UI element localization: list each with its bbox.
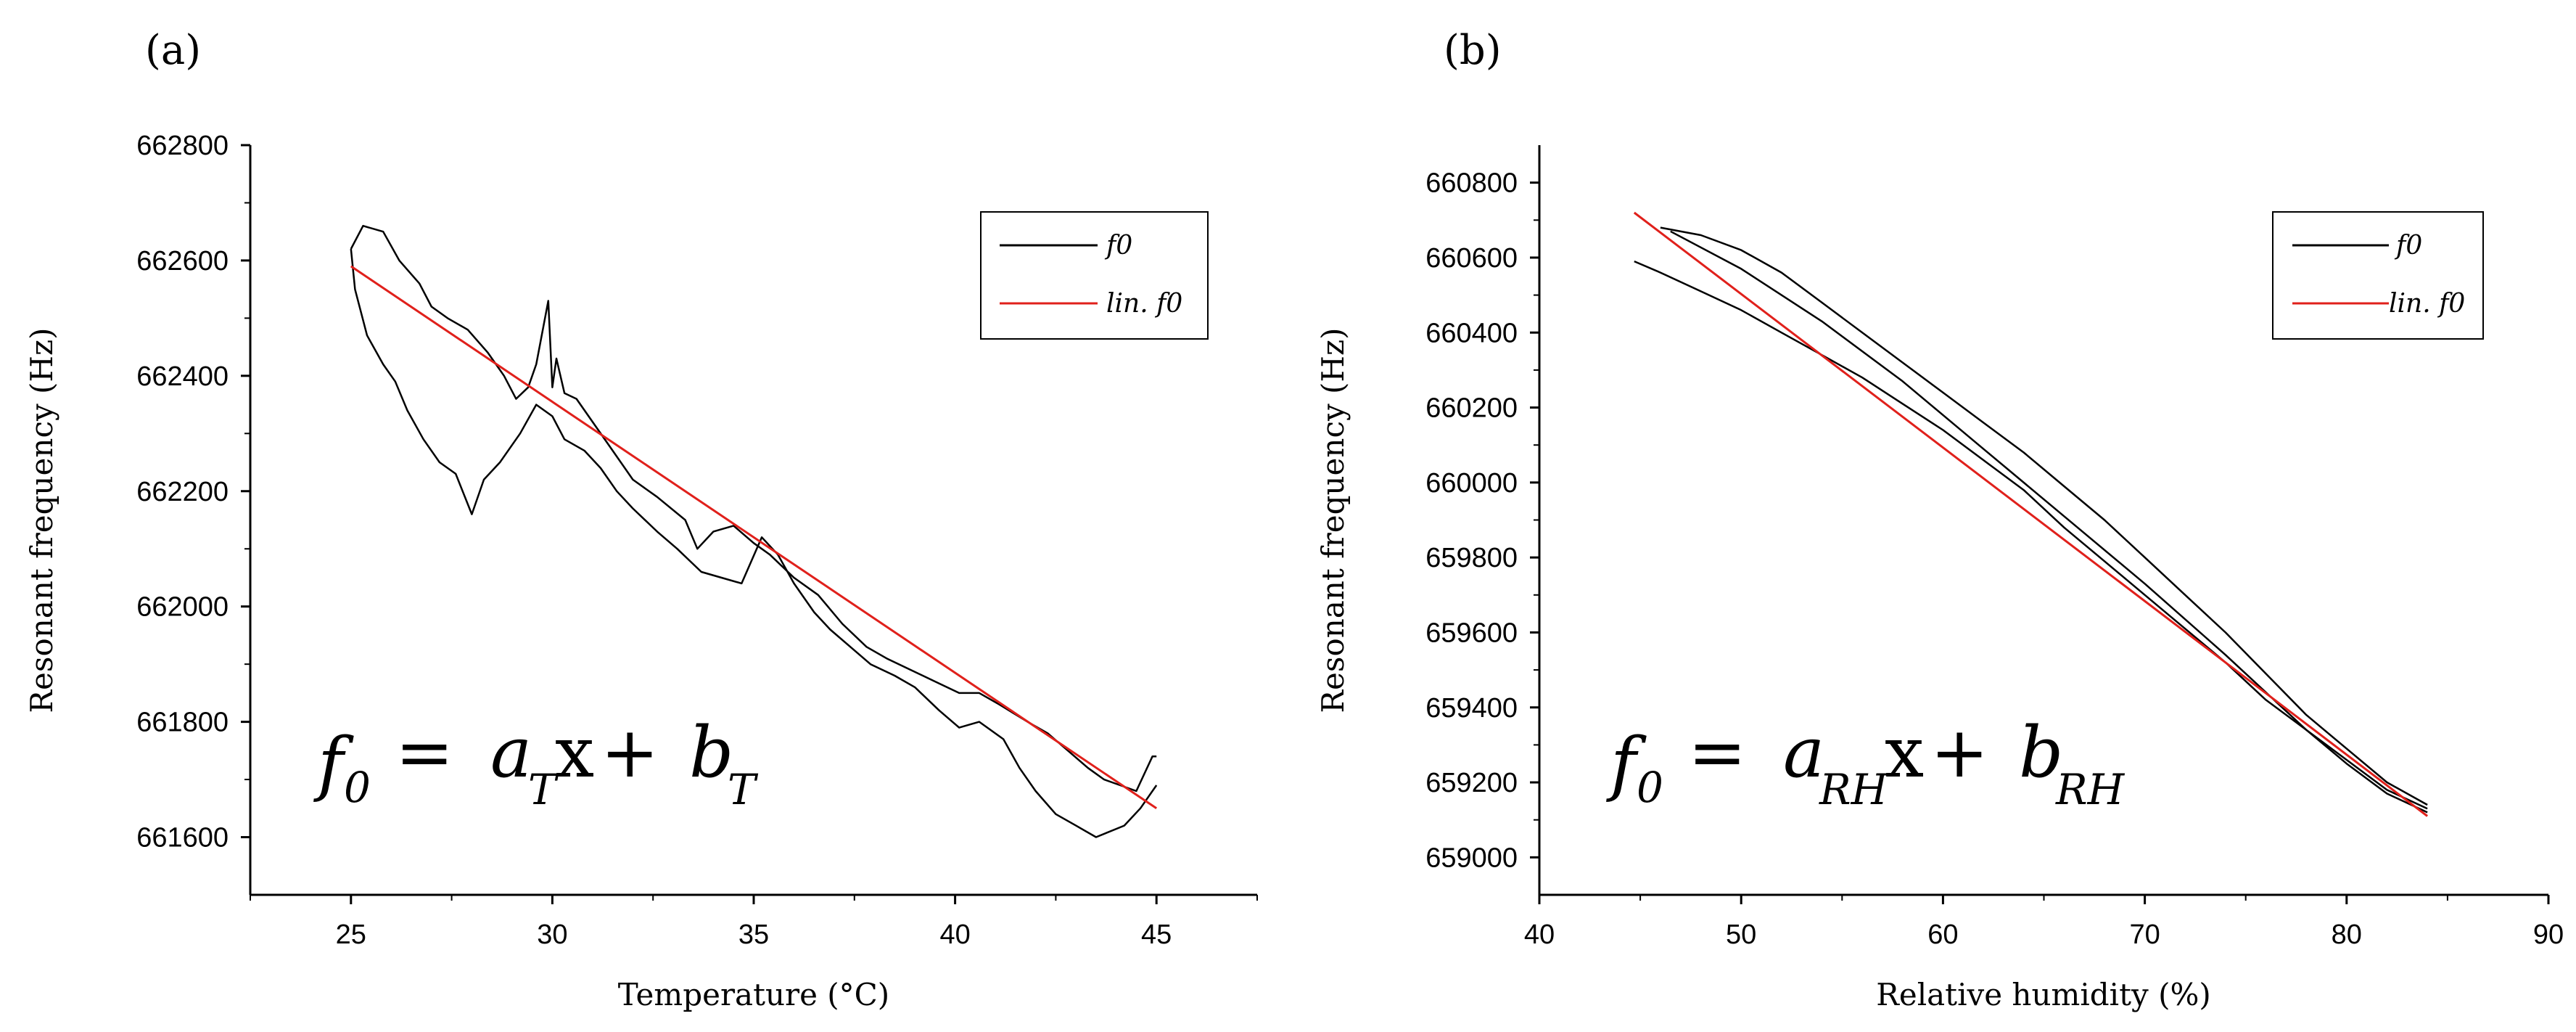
formula-b: f 0 = a RH x + b RH (1606, 712, 2126, 814)
formula-a-plus: + (601, 712, 659, 793)
legend-a: f0 lin. f0 (980, 211, 1209, 340)
formula-b-eq: = (1688, 712, 1746, 793)
formula-a-coef-sub: T (528, 765, 559, 814)
y-tick-label-b-4: 659800 (1425, 543, 1518, 573)
formula-a-intercept-sub: T (728, 765, 759, 814)
legend-label-f0-a: f0 (1104, 231, 1132, 261)
legend-label-lin-b: lin. f0 (2389, 289, 2465, 319)
y-axis-label-b: Resonant frequency (Hz) (1315, 327, 1351, 713)
y-tick-label-b-9: 660800 (1425, 168, 1518, 199)
formula-b-plus: + (1930, 712, 1988, 793)
legend-box-b (2272, 211, 2484, 340)
legend-label-lin-a: lin. f0 (1106, 289, 1182, 319)
y-tick-label-a-5: 662600 (136, 246, 229, 277)
x-tick-label-b-3: 70 (2129, 920, 2160, 950)
y-tick-label-b-1: 659200 (1425, 768, 1518, 798)
y-axis-label-a: Resonant frequency (Hz) (24, 327, 59, 713)
y-tick-label-b-0: 659000 (1425, 843, 1518, 873)
plot-area-b: 40 50 60 70 80 90 659000 659200 659400 659600 6598… (1425, 145, 2564, 950)
series-a-2-linear-fit (350, 265, 1158, 810)
y-tick-label-a-0: 661600 (136, 823, 229, 853)
series-a-1-f0 (350, 248, 1158, 838)
plot-area-a: 25 30 35 40 45 661600 661800 662000 662200 662400… (136, 131, 1258, 950)
y-tick-label-a-2: 662000 (136, 592, 229, 623)
formula-b-coef-sub: RH (1819, 765, 1889, 814)
y-tick-label-b-8: 660600 (1425, 243, 1518, 274)
formula-a-eq: = (395, 712, 453, 793)
y-tick-label-a-1: 661800 (136, 708, 229, 738)
x-tick-label-a-3: 40 (939, 920, 970, 950)
formula-b-intercept-sub: RH (2055, 765, 2126, 814)
formula-a-var: x (555, 712, 594, 793)
x-tick-label-b-2: 60 (1927, 920, 1958, 950)
formula-b-intercept: b (2019, 712, 2063, 793)
x-axis-label-b: Relative humidity (%) (1876, 977, 2211, 1012)
x-tick-label-a-4: 45 (1141, 920, 1172, 950)
series-b-3-linear-fit (1633, 211, 2429, 817)
panel-label-b: (b) (1444, 27, 1502, 74)
formula-a: f 0 = a T x + b T (313, 712, 759, 814)
x-tick-label-a-1: 30 (537, 920, 567, 950)
formula-b-var: x (1885, 712, 1924, 793)
x-tick-label-a-2: 35 (738, 920, 769, 950)
y-tick-label-b-5: 660000 (1425, 468, 1518, 499)
legend-label-f0-b: f0 (2394, 231, 2422, 261)
formula-b-coef: a (1783, 712, 1824, 793)
x-tick-label-b-5: 90 (2533, 920, 2564, 950)
y-tick-label-a-4: 662400 (136, 361, 229, 392)
x-tick-label-b-1: 50 (1726, 920, 1756, 950)
series-b-1-f0 (1660, 226, 2428, 806)
x-tick-label-a-0: 25 (336, 920, 366, 950)
y-tick-label-a-6: 662800 (136, 131, 229, 161)
formula-a-lhs-sub: 0 (344, 763, 371, 812)
y-tick-label-b-2: 659400 (1425, 693, 1518, 724)
x-tick-label-b-4: 80 (2332, 920, 2362, 950)
formula-a-coef: a (490, 712, 532, 793)
x-tick-label-b-0: 40 (1524, 920, 1555, 950)
panel-label-a: (a) (145, 27, 201, 74)
panel-b: (b) 40 50 60 70 80 90 659000 659200 659400 659600… (1315, 27, 2564, 1012)
formula-b-lhs-sub: 0 (1637, 763, 1663, 812)
legend-b: f0 lin. f0 (2272, 211, 2484, 340)
panel-a: (a) 25 30 35 40 45 661600 661800 662000 662200 66… (24, 27, 1258, 1012)
x-axis-label-a: Temperature (°C) (618, 977, 889, 1012)
y-tick-label-b-6: 660200 (1425, 393, 1518, 424)
y-tick-label-a-3: 662200 (136, 477, 229, 507)
y-tick-label-b-7: 660400 (1425, 318, 1518, 348)
legend-box-a (980, 211, 1209, 340)
series-b-2-f0 (1670, 230, 2428, 810)
series-b-0-f0 (1634, 260, 2428, 814)
formula-a-intercept: b (689, 712, 733, 793)
y-tick-label-b-3: 659600 (1425, 618, 1518, 648)
